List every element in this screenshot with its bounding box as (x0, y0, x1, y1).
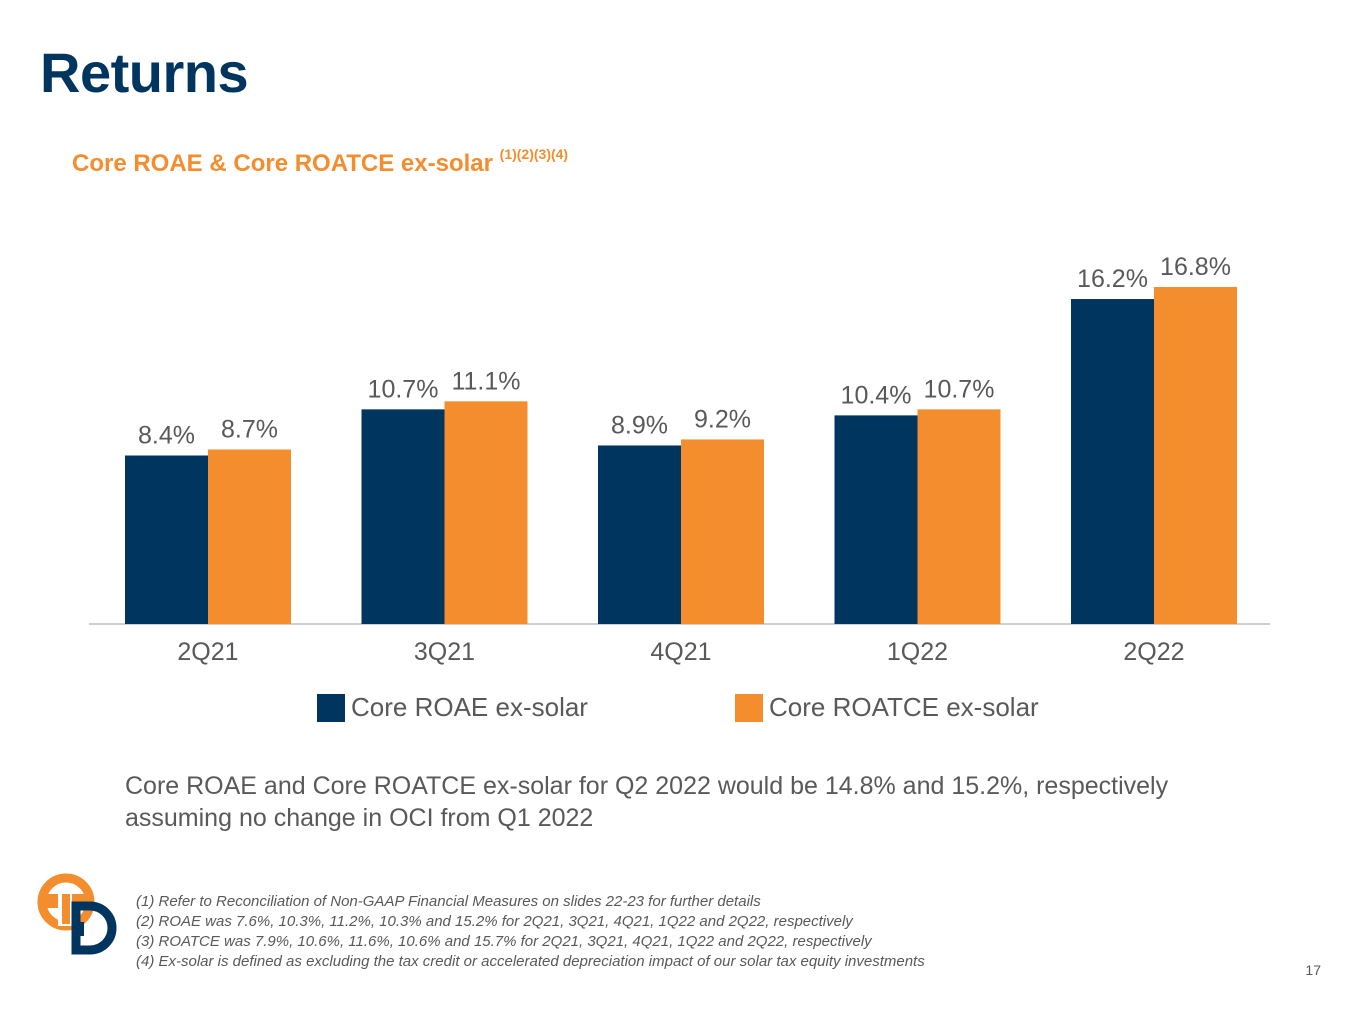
bar-roae-2q22 (1071, 299, 1154, 624)
company-logo (37, 873, 117, 955)
data-label-roae-2q22: 16.2% (1077, 265, 1148, 293)
footnote-2: (2) ROAE was 7.6%, 10.3%, 11.2%, 10.3% a… (136, 913, 853, 930)
data-label-roae-2q21: 8.4% (138, 422, 195, 450)
legend-label-core-roae: Core ROAE ex-solar (351, 692, 588, 722)
x-tick-label-2q22: 2Q22 (1123, 638, 1184, 666)
page-number: 17 (1305, 962, 1321, 978)
footnotes: (1) Refer to Reconciliation of Non-GAAP … (136, 892, 925, 972)
bar-roatce-2q22 (1154, 287, 1237, 624)
chart-legend: Core ROAE ex-solar Core ROATCE ex-solar (0, 692, 1365, 728)
footnote-4: (4) Ex-solar is defined as excluding the… (136, 953, 925, 970)
legend-swatch-core-roae (317, 693, 345, 722)
legend-item-core-roae: Core ROAE ex-solar (317, 692, 588, 723)
bar-roatce-3q21 (444, 401, 528, 624)
data-label-roae-1q22: 10.4% (841, 381, 912, 409)
footnote-3: (3) ROATCE was 7.9%, 10.6%, 11.6%, 10.6%… (136, 933, 872, 950)
data-label-roatce-3q21: 11.1% (451, 367, 520, 395)
x-tick-label-4q21: 4Q21 (650, 638, 711, 666)
x-tick-label-2q21: 2Q21 (177, 638, 238, 666)
legend-swatch-core-roatce (735, 693, 763, 722)
data-label-roatce-2q22: 16.8% (1160, 253, 1231, 281)
chart-title-refs: (1)(2)(3)(4) (499, 146, 569, 162)
bar-roae-4q21 (598, 445, 681, 624)
summary-note: Core ROAE and Core ROATCE ex-solar for Q… (125, 772, 1169, 832)
data-label-roae-3q21: 10.7% (368, 375, 439, 403)
data-label-roatce-2q21: 8.7% (221, 415, 278, 443)
bar-roatce-1q22 (917, 409, 1001, 624)
data-label-roatce-4q21: 9.2% (694, 405, 751, 433)
data-label-roae-4q21: 8.9% (611, 411, 668, 439)
x-tick-label-3q21: 3Q21 (414, 638, 475, 666)
bar-roatce-2q21 (208, 449, 291, 624)
chart-title: Core ROAE & Core ROATCE ex-solar (1)(2)(… (72, 146, 568, 178)
legend-item-core-roatce: Core ROATCE ex-solar (735, 692, 1039, 723)
bar-chart: 8.4% 8.7% 2Q21 10.7% 11.1% 3Q21 8.9% 9.2% 4Q21 10… (89, 253, 1270, 666)
bar-roatce-4q21 (681, 439, 764, 624)
page-title: Returns (40, 41, 249, 104)
x-tick-label-1q22: 1Q22 (887, 638, 948, 666)
bar-roae-2q21 (125, 455, 208, 624)
footnote-1: (1) Refer to Reconciliation of Non-GAAP … (136, 893, 761, 910)
data-label-roatce-1q22: 10.7% (924, 375, 995, 403)
bar-roae-1q22 (834, 415, 918, 624)
bar-roae-3q21 (361, 409, 445, 624)
legend-label-core-roatce: Core ROATCE ex-solar (769, 692, 1039, 722)
chart-title-text: Core ROAE & Core ROATCE ex-solar (72, 150, 493, 177)
